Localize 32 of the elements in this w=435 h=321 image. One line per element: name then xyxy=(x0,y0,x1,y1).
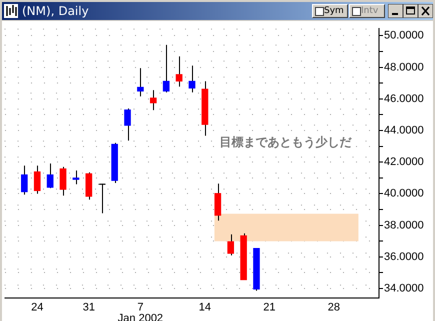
y-tick-label: 36.0000 xyxy=(384,250,424,263)
candlestick xyxy=(137,68,144,97)
candlestick xyxy=(124,108,131,142)
y-tick-label: 34.0000 xyxy=(384,282,424,295)
y-tick-label: 48.0000 xyxy=(384,61,424,74)
candlestick xyxy=(72,170,80,185)
candlestick xyxy=(188,65,196,93)
candlestick xyxy=(60,166,66,196)
candlestick xyxy=(150,90,157,111)
candlestick xyxy=(21,165,28,196)
candlestick xyxy=(162,44,170,93)
candlestick xyxy=(176,56,182,88)
chart-title: (NM), Daily xyxy=(22,4,89,18)
y-tick-label: 44.0000 xyxy=(384,124,424,137)
annotation: 目標まであともう少しだ xyxy=(220,135,352,150)
candlestick xyxy=(46,163,54,189)
text: Intv xyxy=(349,4,385,18)
candlestick xyxy=(86,172,92,200)
x-tick-label: 21 xyxy=(263,302,276,314)
x-tick-label: 28 xyxy=(328,302,340,314)
x-tick-label: 14 xyxy=(198,302,212,314)
x-tick-label: 24 xyxy=(31,302,44,314)
x-tick-label: 31 xyxy=(82,302,95,314)
y-tick-label: 46.0000 xyxy=(384,92,424,105)
y-tick-label: 38.0000 xyxy=(384,219,424,232)
candlestick xyxy=(227,234,234,256)
y-tick-label: 40.0000 xyxy=(384,188,424,200)
text: Sym xyxy=(312,4,348,18)
candlestick xyxy=(214,183,222,222)
y-tick-label: 50.0000 xyxy=(384,30,424,42)
candlestick xyxy=(34,165,41,194)
y-tick-label: 42.0000 xyxy=(384,156,424,168)
